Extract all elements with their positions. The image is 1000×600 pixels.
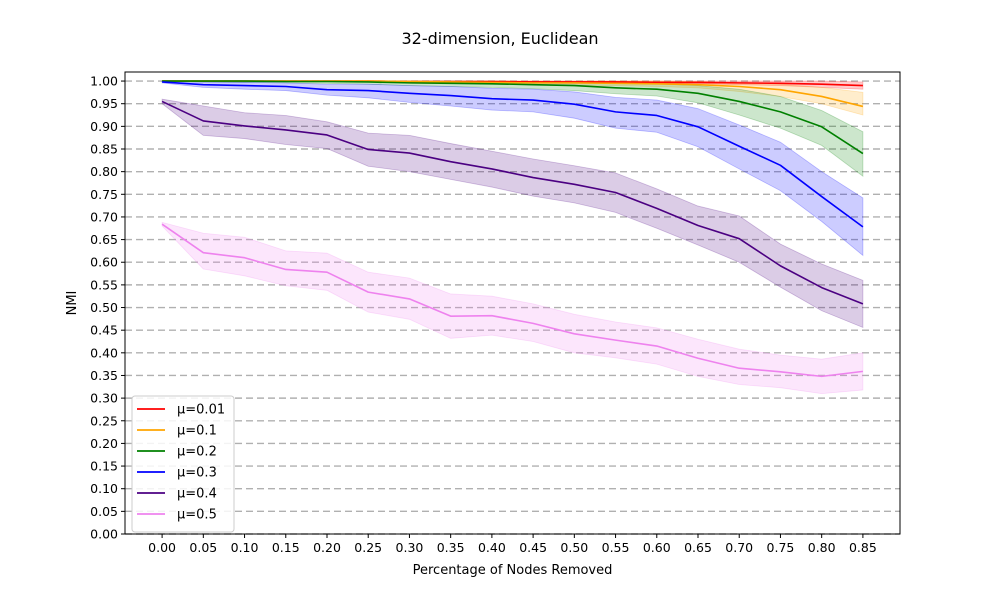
x-tick-label: 0.55 bbox=[602, 540, 630, 555]
y-axis-ticks: 0.00 0.05 0.10 0.15 0.20 0.25 0.30 0.35 0.40 0.45… bbox=[90, 74, 125, 542]
y-tick-label: 0.25 bbox=[90, 413, 118, 428]
legend-label: μ=0.5 bbox=[177, 508, 217, 523]
y-tick-label: 0.50 bbox=[90, 300, 118, 315]
x-tick-label: 0.40 bbox=[478, 540, 506, 555]
y-tick-label: 0.65 bbox=[90, 232, 118, 247]
x-tick-label: 0.80 bbox=[808, 540, 836, 555]
y-tick-label: 0.60 bbox=[90, 255, 118, 270]
x-axis-label: Percentage of Nodes Removed bbox=[413, 563, 613, 578]
y-tick-label: 0.05 bbox=[90, 504, 118, 519]
x-tick-label: 0.85 bbox=[849, 540, 877, 555]
x-tick-label: 0.45 bbox=[519, 540, 547, 555]
x-tick-label: 0.15 bbox=[272, 540, 300, 555]
x-tick-label: 0.50 bbox=[560, 540, 588, 555]
y-tick-label: 0.20 bbox=[90, 436, 118, 451]
legend-label: μ=0.2 bbox=[177, 445, 217, 460]
y-tick-label: 0.95 bbox=[90, 96, 118, 111]
y-tick-label: 0.10 bbox=[90, 481, 118, 496]
plot-frame bbox=[124, 71, 901, 535]
band-series-5 bbox=[161, 221, 864, 394]
x-tick-label: 0.20 bbox=[313, 540, 341, 555]
x-tick-label: 0.30 bbox=[396, 540, 424, 555]
y-tick-label: 0.90 bbox=[90, 119, 118, 134]
x-tick-label: 0.10 bbox=[231, 540, 259, 555]
x-tick-label: 0.65 bbox=[684, 540, 712, 555]
y-axis-label: NMI bbox=[65, 291, 80, 316]
x-axis-ticks: 0.00 0.05 0.10 0.15 0.20 0.25 0.30 0.35 0.40 0.45… bbox=[148, 534, 877, 555]
y-tick-label: 0.75 bbox=[90, 187, 118, 202]
y-tick-label: 0.70 bbox=[90, 209, 118, 224]
y-tick-label: 0.85 bbox=[90, 142, 118, 157]
legend-label: μ=0.1 bbox=[177, 424, 217, 439]
line-series-4 bbox=[161, 100, 864, 305]
x-tick-label: 0.75 bbox=[767, 540, 795, 555]
line-series-5 bbox=[161, 223, 863, 378]
x-tick-label: 0.70 bbox=[725, 540, 753, 555]
chart-title: 32-dimension, Euclidean bbox=[401, 29, 598, 48]
y-tick-label: 0.00 bbox=[90, 527, 118, 542]
y-tick-label: 0.40 bbox=[90, 345, 118, 360]
x-tick-label: 0.25 bbox=[354, 540, 382, 555]
band-series-4 bbox=[161, 98, 864, 329]
x-tick-label: 0.35 bbox=[437, 540, 465, 555]
y-tick-label: 0.55 bbox=[90, 277, 118, 292]
x-tick-label: 0.00 bbox=[148, 540, 176, 555]
line-series-3 bbox=[162, 81, 864, 228]
series-lines bbox=[161, 80, 864, 378]
legend-label: μ=0.01 bbox=[177, 403, 225, 418]
legend: μ=0.01 μ=0.1 μ=0.2 μ=0.3 μ=0.4 μ=0.5 bbox=[131, 395, 235, 533]
y-tick-label: 1.00 bbox=[90, 74, 118, 89]
y-tick-label: 0.30 bbox=[90, 391, 118, 406]
legend-label: μ=0.3 bbox=[177, 466, 217, 481]
legend-label: μ=0.4 bbox=[177, 487, 217, 502]
y-tick-label: 0.35 bbox=[90, 368, 118, 383]
x-tick-label: 0.60 bbox=[643, 540, 671, 555]
y-tick-label: 0.15 bbox=[90, 459, 118, 474]
x-tick-label: 0.05 bbox=[189, 540, 217, 555]
line-series-2 bbox=[162, 80, 864, 155]
y-tick-label: 0.80 bbox=[90, 164, 118, 179]
y-tick-label: 0.45 bbox=[90, 323, 118, 338]
